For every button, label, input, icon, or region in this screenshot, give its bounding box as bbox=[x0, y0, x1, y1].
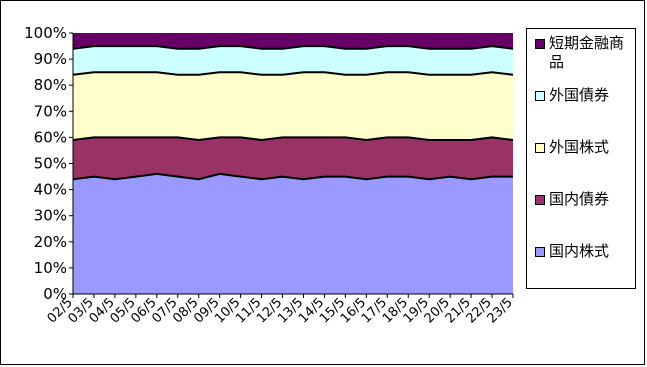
series-area-0 bbox=[73, 173, 513, 294]
y-tick-label: 40% bbox=[34, 181, 67, 199]
y-tick-label: 20% bbox=[34, 233, 67, 251]
y-tick-label: 0% bbox=[43, 285, 67, 303]
series-area-1 bbox=[73, 137, 513, 180]
legend-label: 国内債券 bbox=[549, 190, 610, 208]
legend: 短期金融商品外国債券外国株式国内債券国内株式 bbox=[526, 28, 636, 289]
y-tick-label: 30% bbox=[34, 207, 67, 225]
series-area-3 bbox=[73, 46, 513, 75]
y-tick-label: 100% bbox=[24, 24, 67, 42]
y-axis-labels: 0% 10% 20% 30% 40% 50% 60% 70% 80% 90% 100% bbox=[24, 24, 67, 303]
series-boundary-line-0 bbox=[72, 172, 513, 181]
area-layer bbox=[72, 33, 514, 294]
legend-swatch bbox=[535, 247, 545, 257]
legend-item: 国内債券 bbox=[535, 190, 629, 209]
legend-item: 国内株式 bbox=[535, 242, 629, 261]
y-tick-label: 50% bbox=[34, 155, 67, 173]
y-tick-label: 70% bbox=[34, 102, 67, 120]
series-area-4 bbox=[73, 33, 513, 49]
legend-item: 短期金融商品 bbox=[535, 34, 629, 72]
y-tick-label: 90% bbox=[34, 50, 67, 68]
series-boundary-line-1 bbox=[72, 136, 514, 142]
legend-item: 外国債券 bbox=[535, 86, 629, 105]
series-area-2 bbox=[73, 72, 513, 140]
y-tick-label: 80% bbox=[34, 76, 67, 94]
y-tick-label: 10% bbox=[34, 259, 67, 277]
legend-label: 外国株式 bbox=[549, 138, 610, 156]
legend-swatch bbox=[535, 39, 545, 49]
series-boundary-line-3 bbox=[72, 45, 514, 50]
x-tick-label: 23/5 bbox=[485, 295, 516, 326]
legend-swatch bbox=[535, 91, 545, 101]
legend-item: 外国株式 bbox=[535, 138, 629, 157]
x-axis-labels: 02/503/504/505/506/507/508/509/510/511/5… bbox=[45, 295, 516, 326]
y-tick-label: 60% bbox=[34, 128, 67, 146]
legend-label: 国内株式 bbox=[549, 242, 610, 260]
legend-swatch bbox=[535, 195, 545, 205]
legend-label: 短期金融商品 bbox=[549, 34, 625, 71]
legend-swatch bbox=[535, 143, 545, 153]
axes-layer bbox=[69, 32, 514, 298]
series-boundary-line-2 bbox=[72, 71, 514, 76]
legend-label: 外国債券 bbox=[549, 86, 610, 104]
